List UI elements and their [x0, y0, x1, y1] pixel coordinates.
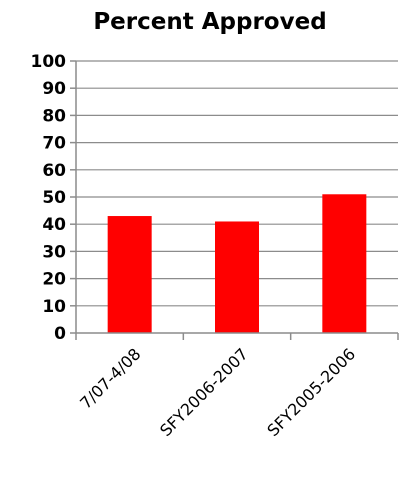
x-tick-label: SFY2005-2006 — [263, 344, 359, 440]
y-tick-label: 40 — [42, 215, 66, 235]
y-tick-label: 10 — [42, 297, 66, 317]
y-tick-label: 100 — [31, 52, 67, 72]
bar — [215, 221, 259, 333]
bars — [107, 194, 367, 333]
y-tick-label: 50 — [42, 188, 66, 208]
x-tick-label: SFY2006-2007 — [156, 344, 252, 440]
y-tick-label: 90 — [42, 79, 66, 99]
axes — [75, 61, 399, 340]
y-tick-label: 80 — [42, 106, 66, 126]
y-axis-ticks: 0 10 20 30 40 50 60 70 80 90 100 — [31, 52, 76, 344]
x-axis-ticks: 7/07-4/08 SFY2006-2007 SFY2005-2006 — [76, 344, 359, 440]
chart-title: Percent Approved — [93, 9, 326, 35]
y-tick-label: 60 — [42, 161, 66, 181]
y-tick-label: 0 — [54, 324, 66, 344]
y-tick-label: 70 — [42, 134, 66, 154]
y-tick-label: 30 — [42, 242, 66, 262]
bar — [107, 216, 152, 333]
bar — [322, 194, 367, 333]
y-tick-label: 20 — [42, 270, 66, 290]
x-tick-label: 7/07-4/08 — [76, 344, 144, 412]
